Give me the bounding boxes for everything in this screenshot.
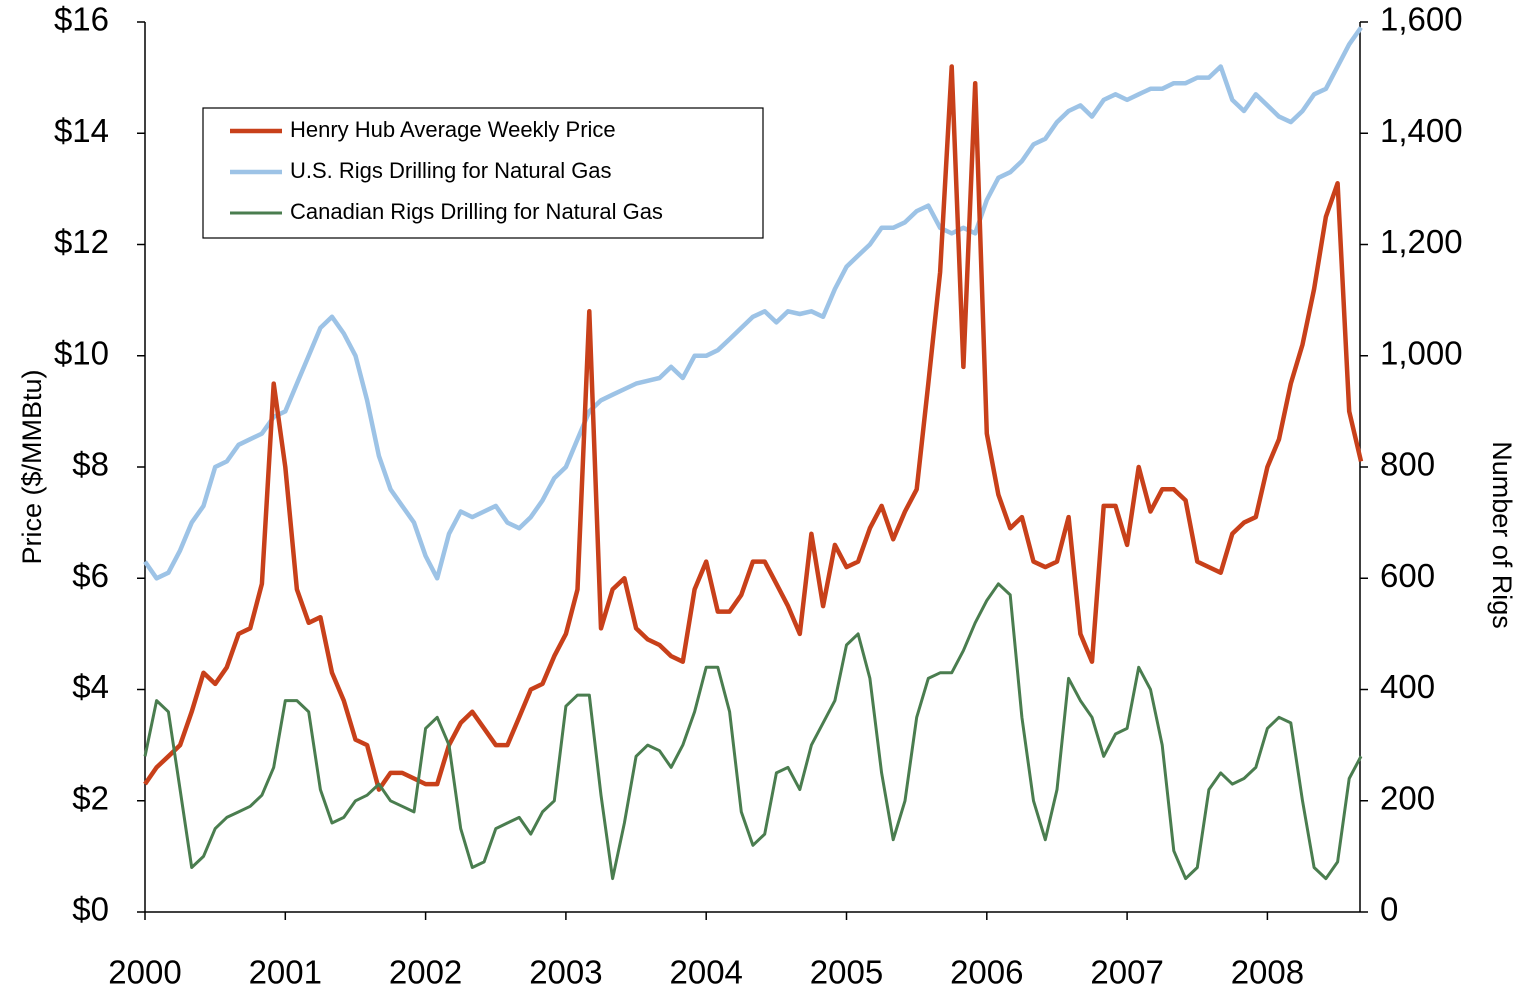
x-tick-label: 2000 [108, 954, 181, 991]
y-tick-label: $8 [72, 446, 109, 483]
x-tick-label: 2008 [1231, 954, 1304, 991]
y2-axis-title: Number of Rigs [1487, 441, 1517, 629]
y-tick-label: $14 [54, 112, 109, 149]
y-axis-title: Price ($/MMBtu) [17, 369, 47, 564]
y-tick-label: $6 [72, 557, 109, 594]
y-tick-label: $0 [72, 891, 109, 928]
x-tick-label: 2006 [950, 954, 1023, 991]
x-tick-label: 2004 [669, 954, 742, 991]
x-tick-label: 2007 [1090, 954, 1163, 991]
legend-box [202, 107, 764, 239]
y-tick-label: $2 [72, 779, 109, 816]
legend-label: Henry Hub Average Weekly Price [290, 117, 616, 142]
y-tick-label: $4 [72, 668, 109, 705]
y2-tick-label: 1,000 [1380, 334, 1463, 371]
y-tick-label: $10 [54, 334, 109, 371]
y-tick-label: $16 [54, 1, 109, 38]
series-line [143, 582, 1363, 881]
x-tick-label: 2001 [249, 954, 322, 991]
y2-tick-label: 800 [1380, 446, 1435, 483]
y2-tick-label: 600 [1380, 557, 1435, 594]
x-tick-label: 2005 [810, 954, 883, 991]
y2-tick-label: 0 [1380, 891, 1398, 928]
legend-label: U.S. Rigs Drilling for Natural Gas [290, 158, 612, 183]
y-tick-label: $12 [54, 223, 109, 260]
x-tick-label: 2003 [529, 954, 602, 991]
y2-tick-label: 1,600 [1380, 1, 1463, 38]
y2-tick-label: 1,200 [1380, 223, 1463, 260]
y2-tick-label: 1,400 [1380, 112, 1463, 149]
legend-label: Canadian Rigs Drilling for Natural Gas [290, 199, 663, 224]
x-tick-label: 2002 [389, 954, 462, 991]
y2-tick-label: 400 [1380, 668, 1435, 705]
y2-tick-label: 200 [1380, 779, 1435, 816]
series-line [143, 26, 1363, 581]
series-line [143, 64, 1364, 792]
